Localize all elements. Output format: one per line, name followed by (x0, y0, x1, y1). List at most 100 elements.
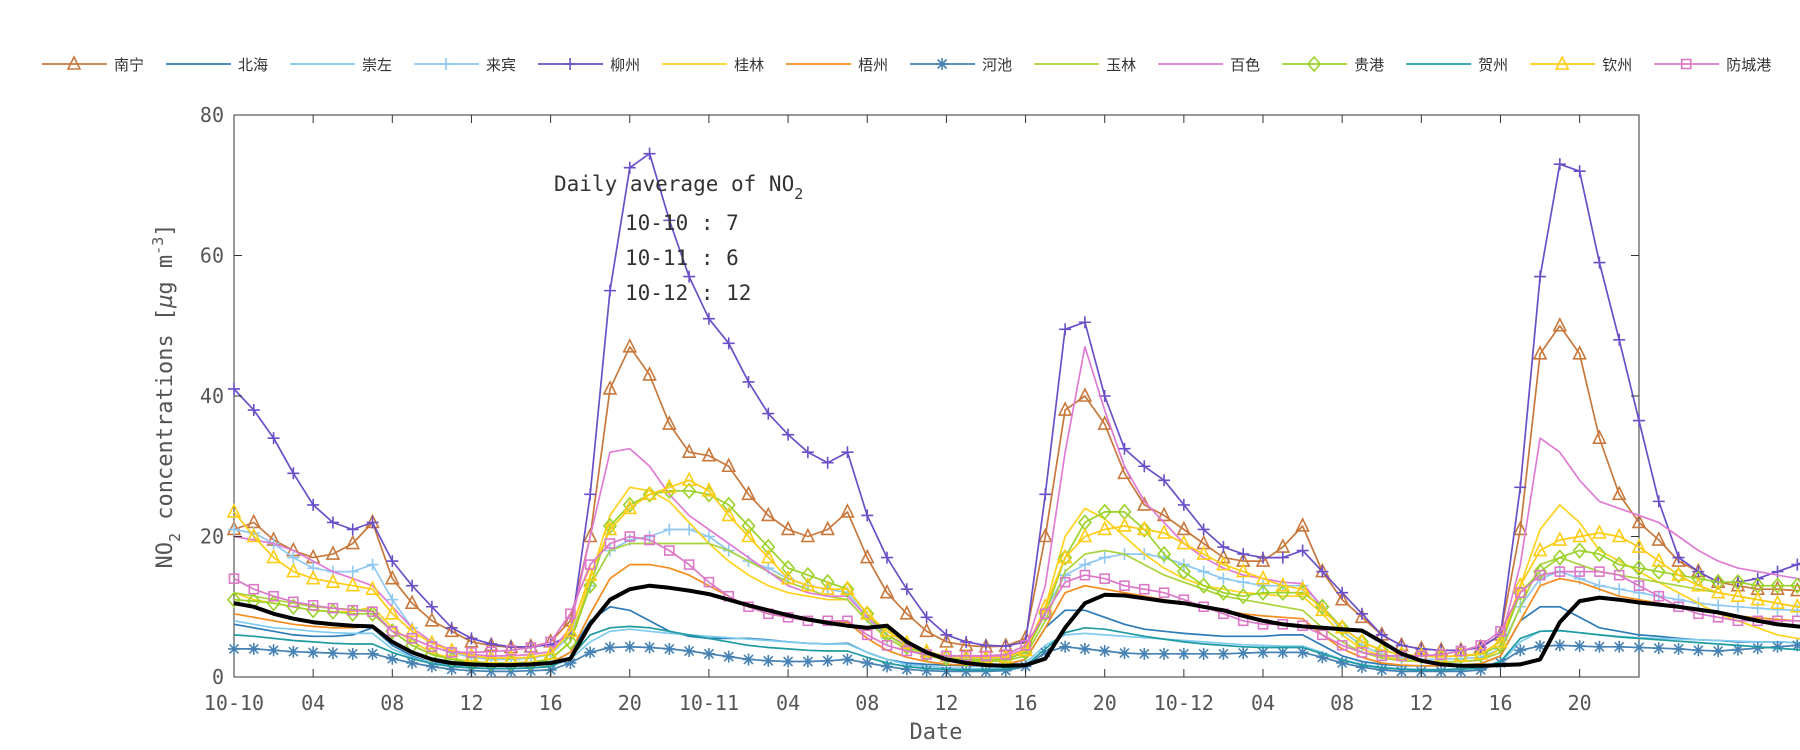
data-point (681, 471, 697, 487)
data-point (1097, 503, 1112, 521)
x-tick-label: 20 (618, 691, 642, 715)
data-point (881, 640, 893, 651)
data-point (801, 446, 814, 459)
data-point (980, 650, 992, 662)
data-point (584, 646, 597, 659)
data-point (1197, 565, 1210, 578)
data-point (662, 478, 677, 494)
x-axis-title: Date (910, 720, 963, 745)
data-point (226, 591, 242, 608)
data-point (978, 649, 994, 664)
data-point (1611, 527, 1627, 543)
legend-label: 北海 (238, 56, 268, 74)
data-point (821, 456, 834, 469)
data-point (741, 517, 756, 535)
data-point (781, 559, 796, 577)
data-point (1177, 498, 1190, 511)
data-point (425, 660, 438, 673)
data-point (1435, 665, 1448, 678)
x-tick-label: 12 (1409, 691, 1433, 715)
data-point (820, 580, 835, 595)
data-point (1257, 646, 1270, 659)
data-point (1158, 474, 1171, 487)
data-point (247, 404, 260, 417)
data-point (1512, 576, 1528, 592)
data-point (1651, 531, 1667, 546)
data-point (1058, 549, 1073, 566)
data-point (483, 649, 499, 664)
legend-label: 南宁 (114, 56, 144, 74)
data-point (1493, 633, 1508, 648)
data-point (385, 569, 400, 585)
data-point (780, 569, 796, 585)
data-point (1136, 520, 1152, 536)
data-point (960, 635, 973, 648)
data-point (1771, 603, 1784, 616)
data-point (1612, 556, 1627, 573)
data-point (702, 530, 715, 543)
data-point (761, 506, 776, 522)
data-point (642, 485, 657, 501)
data-point (642, 486, 657, 503)
data-point (602, 520, 618, 536)
data-point (564, 656, 577, 669)
legend-marker (1680, 58, 1692, 70)
legend-marker (936, 58, 949, 70)
data-point (604, 538, 616, 549)
data-point (404, 622, 420, 638)
data-point (424, 612, 440, 627)
legend-item: 来宾 (414, 56, 516, 74)
x-tick-label: 10-12 (1154, 691, 1214, 715)
data-point (919, 622, 934, 638)
data-point (1672, 551, 1685, 564)
data-point (622, 338, 638, 353)
data-point (1078, 642, 1091, 655)
data-point (603, 284, 616, 297)
data-point (1059, 576, 1071, 588)
data-point (1276, 551, 1289, 564)
data-point (1235, 562, 1251, 578)
data-point (307, 600, 319, 611)
data-point (841, 446, 854, 459)
legend-item: 柳州 (538, 56, 640, 74)
data-point (1216, 584, 1231, 601)
data-point (1790, 597, 1800, 613)
data-point (701, 482, 717, 497)
data-point (1138, 647, 1151, 660)
data-point (662, 415, 677, 430)
data-point (1276, 646, 1289, 659)
legend-item: 北海 (166, 56, 268, 74)
y-tick-label: 20 (200, 525, 224, 549)
data-point (1196, 545, 1211, 560)
data-point (1574, 566, 1585, 577)
data-point (406, 656, 419, 669)
data-point (603, 641, 616, 654)
data-point (663, 214, 676, 227)
data-point (900, 663, 913, 676)
data-point (346, 647, 359, 660)
data-point (386, 652, 399, 665)
data-point (1592, 545, 1607, 563)
legend-item: 崇左 (290, 56, 392, 74)
data-point (346, 565, 359, 578)
data-point (307, 646, 320, 659)
data-point (1593, 640, 1606, 653)
data-point (1296, 544, 1309, 557)
x-tick-label: 08 (855, 691, 879, 715)
data-point (1712, 645, 1725, 658)
data-point (1692, 644, 1705, 657)
annotation-title: Daily average of NO2 (554, 172, 803, 203)
legend-item: 玉林 (1034, 56, 1136, 74)
data-point (406, 633, 418, 644)
y-tick-label: 0 (212, 665, 224, 689)
data-point (1356, 647, 1368, 658)
data-point (1592, 524, 1607, 539)
data-point (563, 633, 578, 651)
data-point (920, 664, 933, 677)
x-tick-label: 08 (380, 691, 404, 715)
data-point (1554, 566, 1566, 577)
data-point (1395, 665, 1408, 678)
data-point (226, 503, 242, 518)
data-point (248, 583, 260, 595)
data-point (800, 527, 816, 543)
